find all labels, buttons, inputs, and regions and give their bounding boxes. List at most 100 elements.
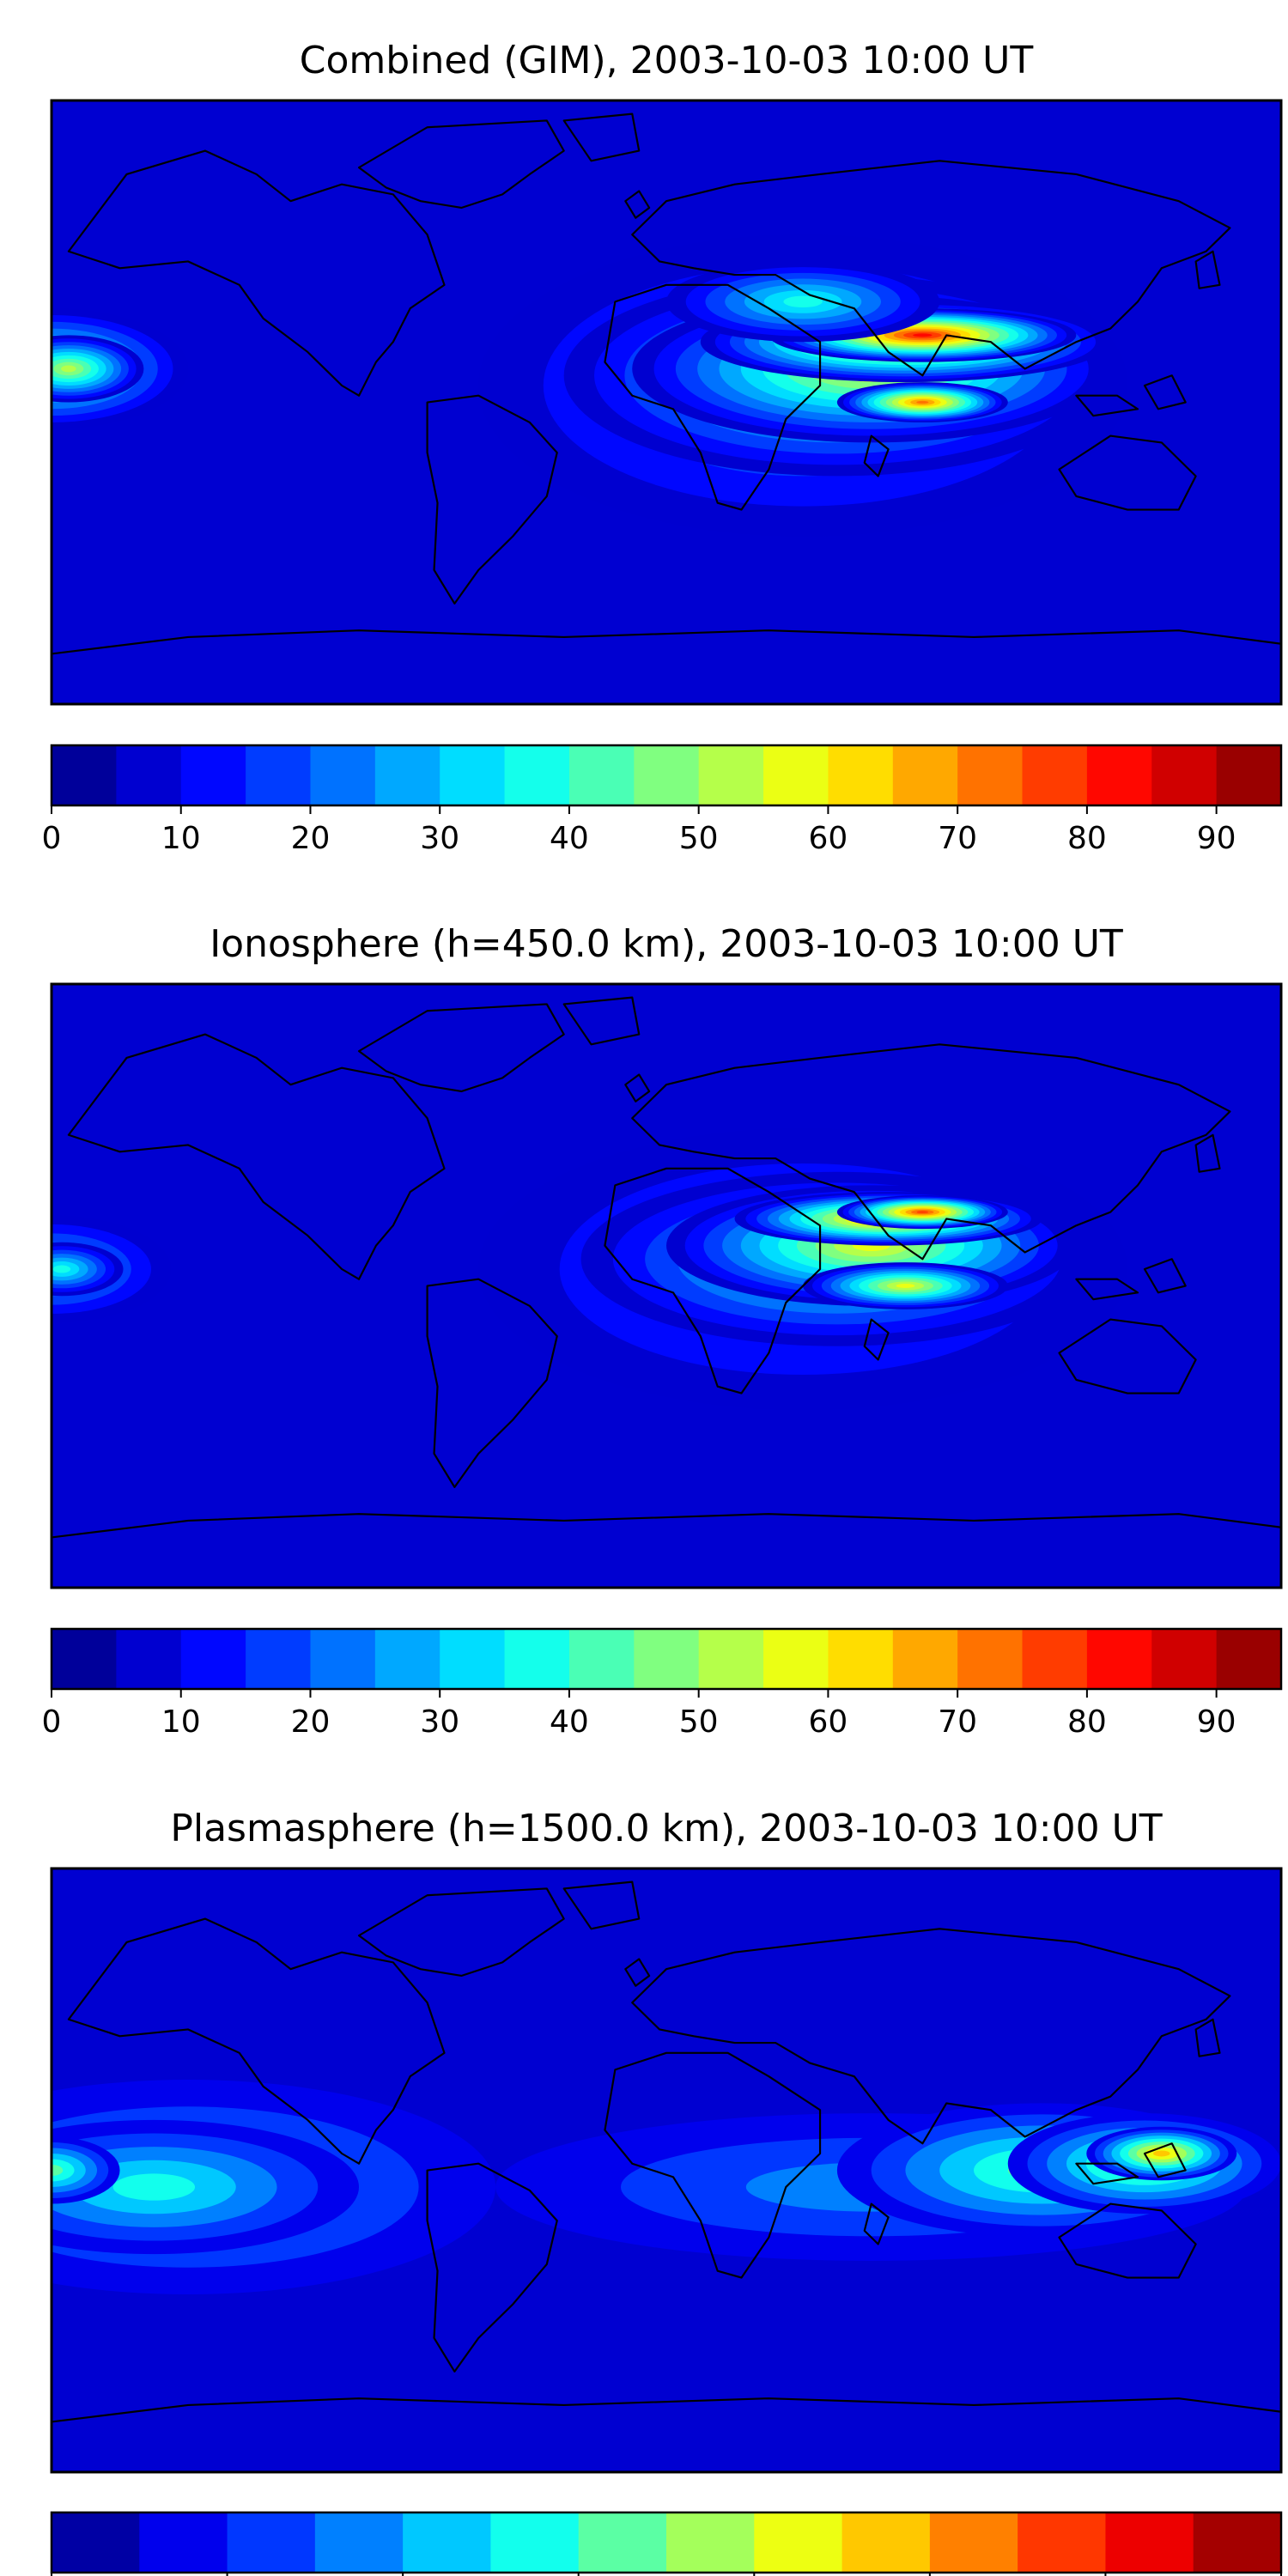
colorbar-tick-label: 50 bbox=[679, 821, 719, 856]
map-area bbox=[52, 984, 1281, 1588]
coastline bbox=[357, 1887, 565, 1978]
colorbar-tick-label: 0 bbox=[42, 821, 62, 856]
colorbar-tick-label: 20 bbox=[291, 821, 331, 856]
coastline bbox=[426, 1278, 558, 1488]
chart-title: Ionosphere (h=450.0 km), 2003-10-03 10:0… bbox=[210, 922, 1123, 966]
colorbar-tick-label: 0 bbox=[42, 1704, 62, 1740]
colorbar-tick-label: 40 bbox=[550, 1704, 589, 1740]
contour-layer bbox=[52, 2080, 1281, 2294]
colorbar-tick-label: 10 bbox=[161, 821, 201, 856]
colorbar: 05101520253035 bbox=[50, 2511, 1283, 2576]
coastline bbox=[863, 2202, 890, 2245]
colorbar-swatch bbox=[504, 1629, 570, 1689]
coastline bbox=[52, 2397, 1281, 2472]
coastline bbox=[631, 1928, 1231, 2145]
colorbar-swatch bbox=[929, 2512, 1018, 2573]
colorbar-tick-label: 40 bbox=[550, 821, 589, 856]
coastline bbox=[67, 1917, 446, 2165]
colorbar-swatch bbox=[1018, 2512, 1107, 2573]
colorbar-frame bbox=[50, 1627, 1283, 1691]
coastline bbox=[863, 1318, 890, 1361]
coastline bbox=[1058, 2202, 1197, 2279]
contour-band bbox=[52, 1265, 71, 1273]
colorbar-swatch bbox=[1105, 2512, 1194, 2573]
coastline bbox=[426, 2162, 558, 2372]
colorbar-swatch bbox=[246, 745, 312, 805]
colorbar-swatch bbox=[310, 1629, 376, 1689]
coastline bbox=[631, 1043, 1231, 1261]
colorbar-swatch bbox=[310, 745, 376, 805]
coastlines bbox=[52, 112, 1281, 704]
colorbar-swatch bbox=[440, 1629, 506, 1689]
contour-band bbox=[52, 2164, 64, 2177]
coastline bbox=[624, 1958, 651, 1987]
colorbar-swatch bbox=[52, 745, 117, 805]
colorbar-swatch bbox=[568, 745, 635, 805]
contour-band bbox=[61, 365, 76, 373]
colorbar-swatch bbox=[841, 2512, 931, 2573]
colorbar-tick-label: 80 bbox=[1067, 821, 1107, 856]
colorbar-tick-label: 70 bbox=[938, 1704, 977, 1740]
coastline bbox=[624, 1073, 651, 1103]
colorbar-swatch bbox=[763, 1629, 829, 1689]
coastline bbox=[1194, 250, 1221, 289]
contour-band bbox=[916, 400, 929, 404]
contour-layer bbox=[52, 1127, 1127, 1411]
coastline bbox=[426, 394, 558, 605]
coastline bbox=[562, 112, 641, 162]
contour-layer bbox=[52, 234, 1127, 537]
coastline bbox=[52, 629, 1281, 704]
colorbar-swatch bbox=[957, 1629, 1024, 1689]
coastline bbox=[863, 434, 890, 477]
coastline bbox=[604, 2051, 822, 2279]
colorbar-swatch bbox=[1086, 1629, 1152, 1689]
coastline bbox=[1143, 1258, 1187, 1294]
colorbar-swatch bbox=[374, 1629, 440, 1689]
colorbar-swatch bbox=[116, 1629, 182, 1689]
colorbar-tick-label: 90 bbox=[1197, 1704, 1236, 1740]
contour-band bbox=[896, 1284, 915, 1288]
colorbar-swatch bbox=[314, 2512, 404, 2573]
colorbar-swatch bbox=[1151, 745, 1218, 805]
colorbar-tick-label: 30 bbox=[420, 1704, 459, 1740]
coastlines bbox=[52, 1880, 1281, 2472]
colorbar-swatch bbox=[763, 745, 829, 805]
coastline bbox=[1058, 434, 1197, 511]
contour-band bbox=[913, 333, 933, 337]
coastline bbox=[357, 1003, 565, 1093]
colorbar-swatch bbox=[440, 745, 506, 805]
coastline bbox=[1058, 1318, 1197, 1394]
colorbar-tick-label: 70 bbox=[938, 821, 977, 856]
coastline bbox=[624, 190, 651, 219]
colorbar-frame bbox=[50, 2511, 1283, 2574]
colorbar-swatch bbox=[374, 745, 440, 805]
coastline bbox=[604, 283, 822, 511]
coastlines bbox=[52, 996, 1281, 1588]
coastline bbox=[1075, 394, 1139, 417]
colorbar-swatch bbox=[698, 1629, 764, 1689]
colorbar-tick-label: 60 bbox=[809, 821, 848, 856]
colorbar-tick-label: 50 bbox=[679, 1704, 719, 1740]
colorbar-tick-label: 20 bbox=[291, 1704, 331, 1740]
colorbar-swatch bbox=[1022, 1629, 1088, 1689]
colorbar-swatch bbox=[1216, 745, 1282, 805]
coastline bbox=[1143, 2142, 1187, 2178]
coastline bbox=[52, 1513, 1281, 1588]
panel-plasmasphere: Plasmasphere (h=1500.0 km), 2003-10-03 1… bbox=[50, 1807, 1283, 2576]
colorbar-swatch bbox=[116, 745, 182, 805]
colorbar-frame bbox=[50, 744, 1283, 807]
colorbar-tick-label: 30 bbox=[420, 821, 459, 856]
coastline bbox=[67, 1033, 446, 1280]
contour-band bbox=[916, 1211, 928, 1213]
panel-combined: Combined (GIM), 2003-10-03 10:00 UT 0 10 2… bbox=[42, 39, 1283, 856]
contour-band bbox=[783, 295, 823, 308]
colorbar-swatch bbox=[139, 2512, 228, 2573]
colorbar-swatch bbox=[578, 2512, 667, 2573]
map-area bbox=[52, 100, 1281, 704]
colorbar-swatch bbox=[1022, 745, 1088, 805]
colorbar-swatch bbox=[403, 2512, 492, 2573]
coastline bbox=[357, 119, 565, 210]
colorbar-swatch bbox=[892, 745, 958, 805]
colorbar-swatch bbox=[1151, 1629, 1218, 1689]
colorbar-swatch bbox=[1086, 745, 1152, 805]
